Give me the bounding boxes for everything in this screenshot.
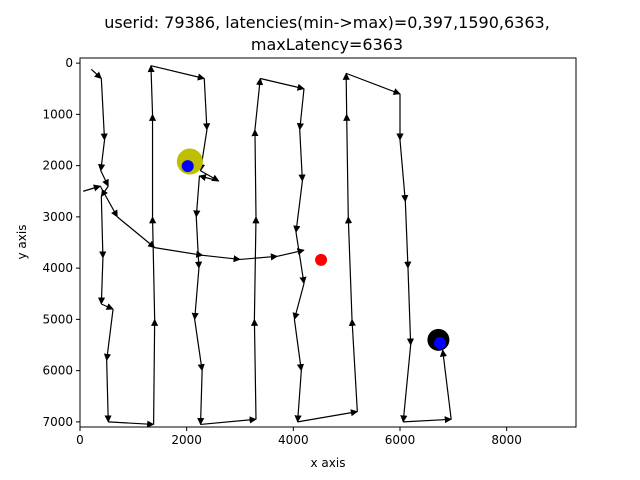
- crossing-path-segment: [154, 247, 204, 258]
- crossing-path-segment: [202, 254, 241, 263]
- x-tick-label: 8000: [491, 433, 522, 447]
- path-segment: [298, 129, 306, 182]
- path-segment: [403, 416, 452, 424]
- path-segment: [293, 319, 305, 372]
- path-segment: [147, 64, 155, 115]
- y-tick-label: 3000: [42, 210, 73, 224]
- y-tick-label: 4000: [42, 261, 73, 275]
- path-segment: [400, 344, 412, 423]
- path-segment: [439, 349, 452, 420]
- x-axis-ticks: 0 2000 4000 6000 8000: [76, 427, 522, 447]
- chart-title-line-2: maxLatency=6363: [251, 35, 403, 54]
- crossing-path-segment: [99, 185, 118, 218]
- path-segment: [292, 283, 305, 321]
- path-segment: [97, 257, 106, 305]
- x-tick-label: 0: [76, 433, 84, 447]
- path-segment: [103, 309, 114, 362]
- marker-point: [181, 160, 194, 173]
- path-segment: [295, 232, 307, 285]
- path-segment: [100, 78, 108, 141]
- path-segment: [250, 318, 259, 420]
- trajectory-path: [83, 64, 452, 428]
- path-segment: [406, 268, 415, 346]
- path-segment: [198, 174, 219, 182]
- path-segment: [90, 68, 102, 79]
- y-axis-ticks: 0 1000 2000 3000 4000 5000 6000 7000: [42, 56, 80, 429]
- path-segment: [100, 185, 109, 197]
- path-segment: [343, 113, 351, 217]
- path-segment: [193, 175, 201, 218]
- path-segment: [100, 170, 109, 187]
- path-segment: [98, 139, 106, 172]
- plot-frame: [79, 57, 577, 428]
- crossing-path-segment: [83, 184, 101, 192]
- path-segment: [200, 416, 257, 426]
- y-tick-label: 7000: [42, 415, 73, 429]
- path-segment: [149, 216, 157, 320]
- path-segment: [108, 420, 155, 428]
- path-segment: [404, 201, 412, 269]
- path-segment: [296, 88, 305, 131]
- x-tick-label: 4000: [278, 433, 309, 447]
- x-tick-label: 2000: [171, 433, 202, 447]
- path-segment: [104, 360, 112, 423]
- crossing-path-segment: [239, 253, 279, 261]
- path-segment: [197, 370, 205, 426]
- y-tick-label: 6000: [42, 364, 73, 378]
- path-segment: [203, 78, 211, 131]
- marker-point: [315, 253, 328, 266]
- path-segment: [101, 303, 114, 310]
- path-segment: [399, 139, 409, 203]
- x-axis-label: x axis: [311, 456, 346, 470]
- path-segment: [294, 370, 302, 423]
- path-segment: [195, 216, 203, 269]
- path-segment: [194, 319, 205, 372]
- path-segment: [254, 77, 264, 130]
- path-segment: [342, 72, 350, 115]
- path-segment: [251, 129, 259, 217]
- path-segment: [99, 196, 107, 259]
- path-segment: [252, 216, 260, 320]
- path-segment: [191, 268, 200, 321]
- path-segment: [200, 170, 220, 182]
- y-tick-label: 5000: [42, 312, 73, 326]
- path-segment: [348, 318, 358, 412]
- path-segment: [297, 409, 359, 423]
- y-tick-label: 2000: [42, 159, 73, 173]
- marker-point: [434, 336, 446, 349]
- plot-area: [79, 57, 577, 428]
- crossing-path-segment: [116, 216, 156, 249]
- path-segment: [260, 77, 305, 91]
- path-segment: [150, 65, 205, 81]
- path-segment: [151, 318, 159, 425]
- y-tick-label: 0: [65, 56, 73, 70]
- y-tick-label: 1000: [42, 107, 73, 121]
- path-segment: [345, 72, 401, 95]
- path-segment: [344, 216, 353, 320]
- markers: [176, 148, 450, 351]
- x-tick-label: 6000: [385, 433, 416, 447]
- path-segment: [293, 180, 303, 233]
- y-axis-label: y axis: [15, 225, 29, 260]
- chart-title-line-1: userid: 79386, latencies(min->max)=0,397…: [104, 13, 550, 32]
- crossing-path-segment: [277, 248, 305, 257]
